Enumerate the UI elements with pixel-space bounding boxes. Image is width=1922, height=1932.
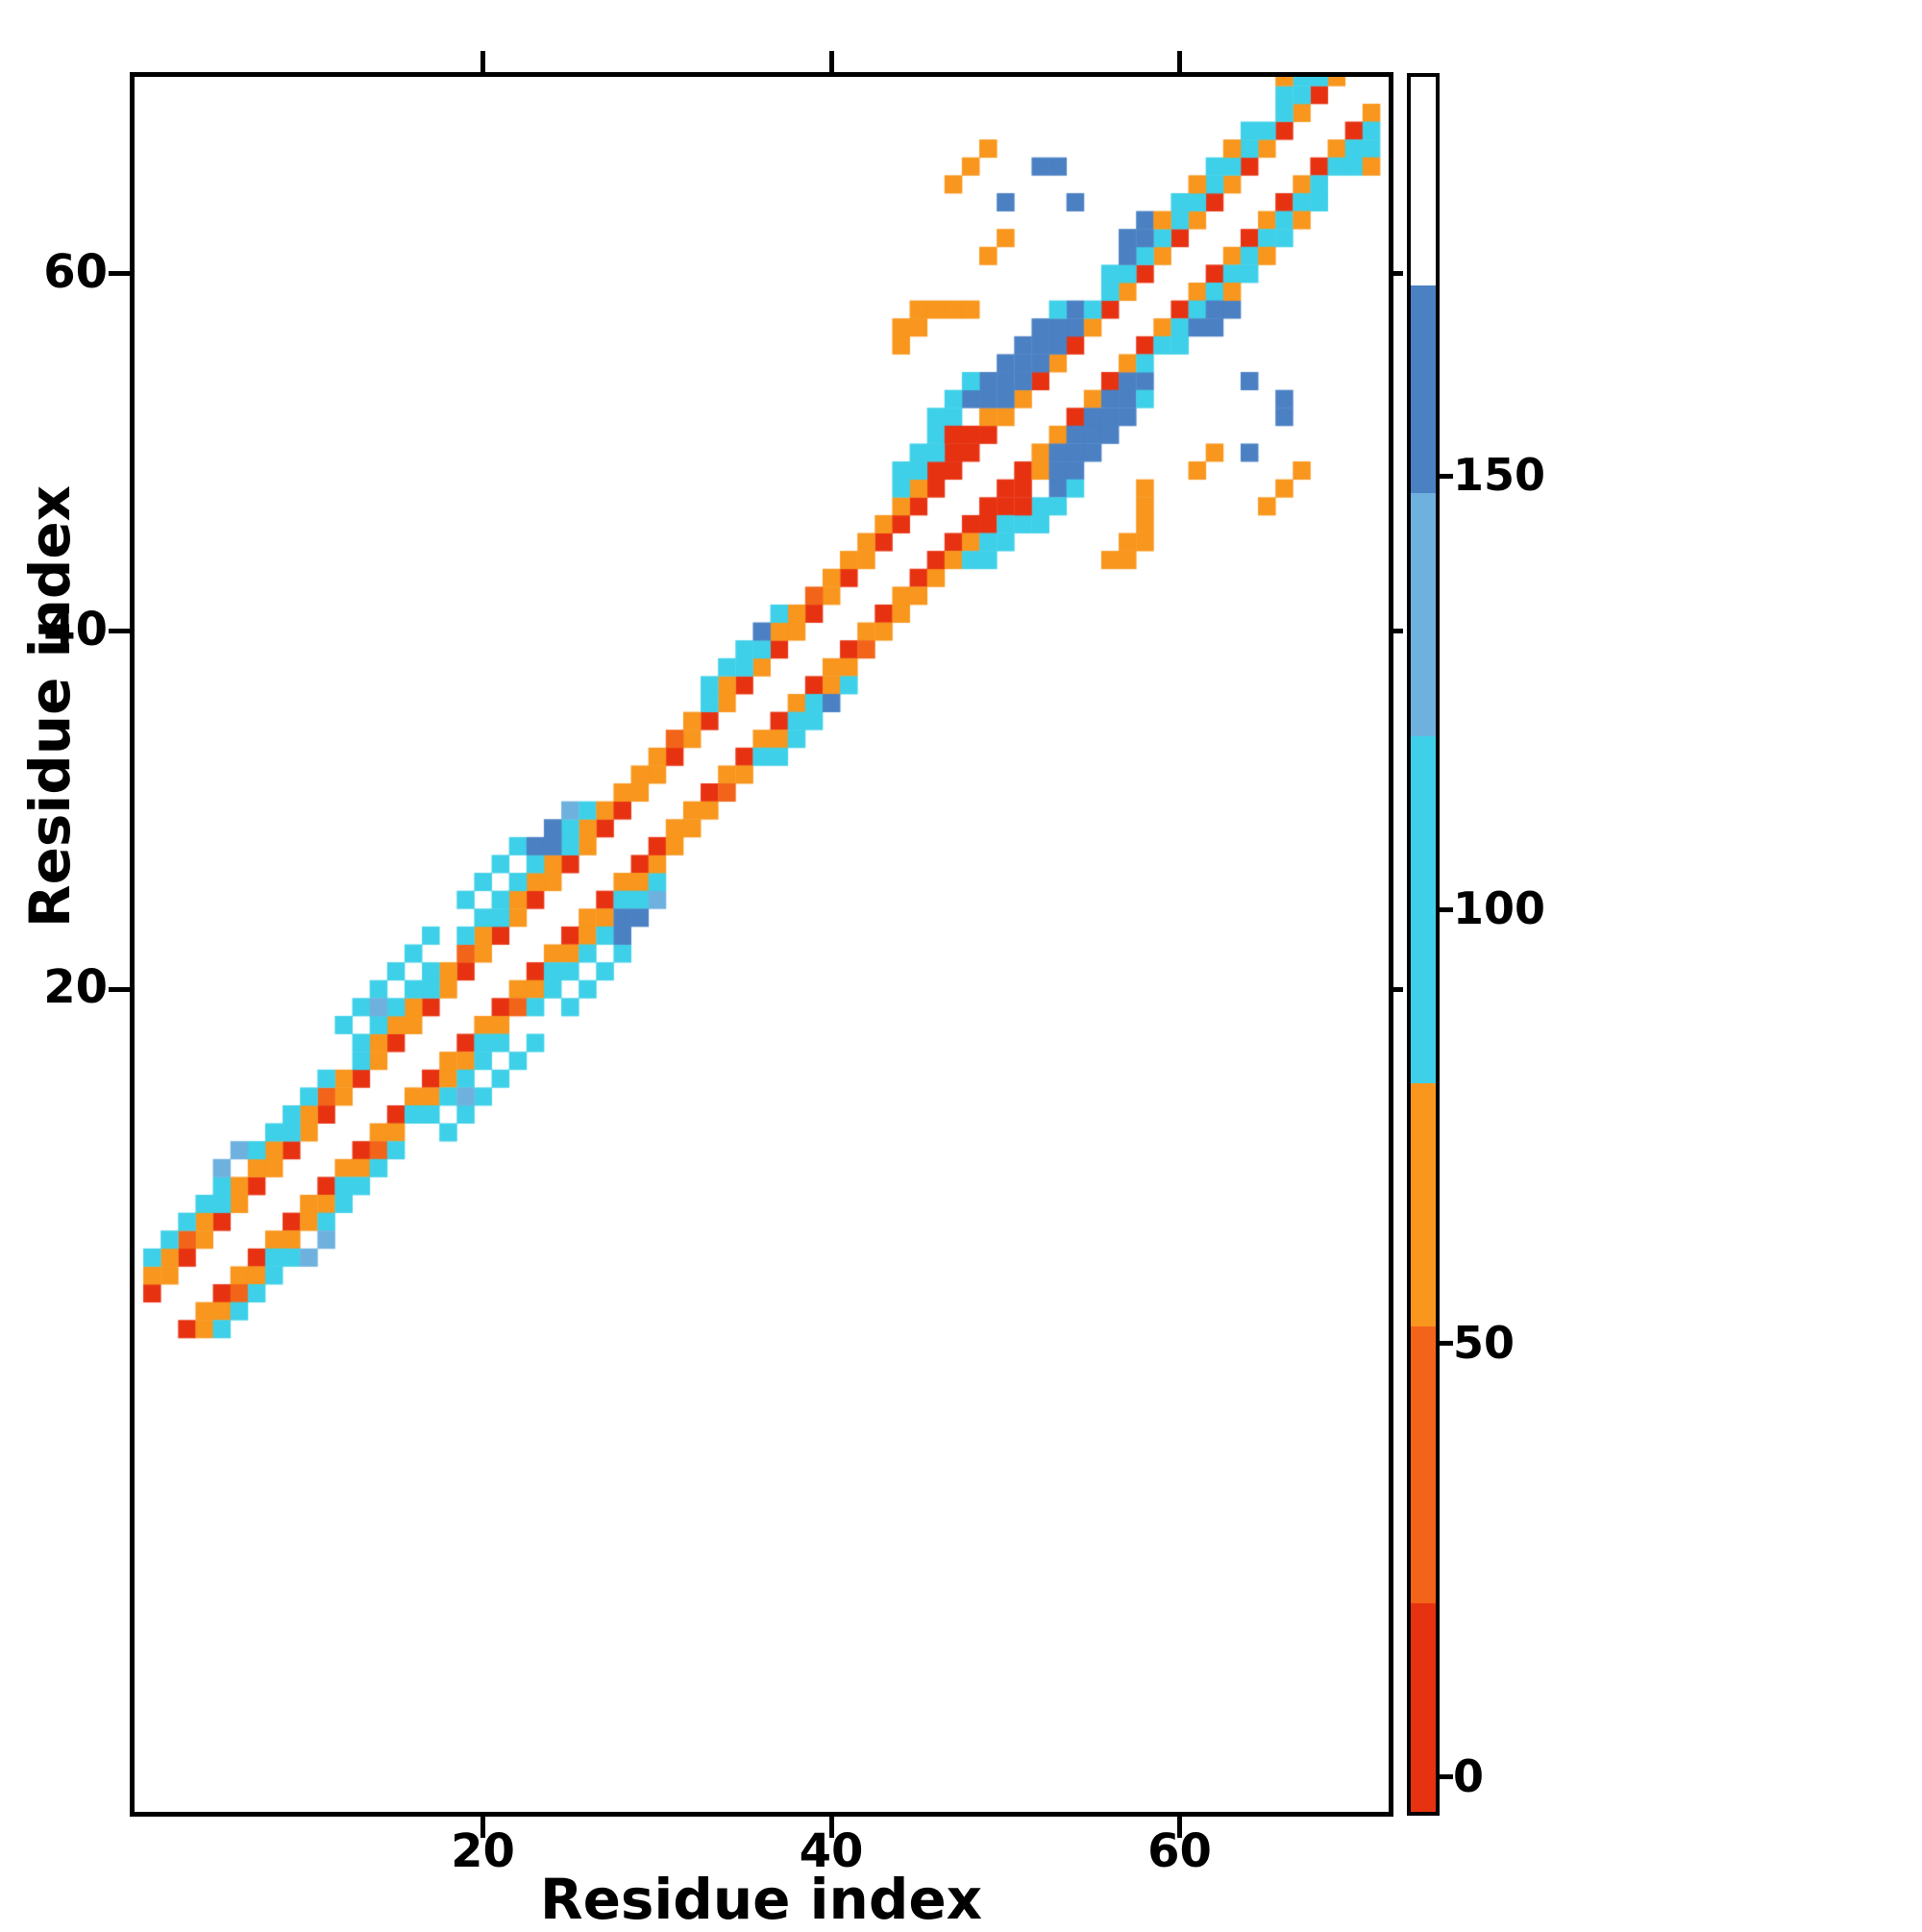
colorbar-tick xyxy=(1440,1341,1453,1347)
colorbar-tick-label: 50 xyxy=(1453,1316,1515,1369)
colorbar-tick-label: 150 xyxy=(1453,449,1546,502)
colorbar-tick xyxy=(1440,906,1453,912)
colorbar-band xyxy=(1411,735,1436,1083)
colorbar-band xyxy=(1411,77,1436,285)
x-axis-tick-top xyxy=(828,51,834,72)
y-axis-tick-right xyxy=(1393,986,1403,992)
x-axis-title: Residue index xyxy=(539,1867,983,1932)
y-axis-tick xyxy=(109,271,130,277)
x-axis-tick-label: 20 xyxy=(451,1824,515,1878)
plot-frame xyxy=(130,72,1393,1817)
y-axis-tick xyxy=(109,629,130,634)
x-axis-tick-top xyxy=(480,51,485,72)
x-axis-tick xyxy=(1177,1817,1182,1838)
colorbar-tick xyxy=(1440,1774,1453,1780)
colorbar-band xyxy=(1411,285,1436,494)
colorbar-tick-label: 100 xyxy=(1453,882,1546,935)
x-axis-tick-label: 60 xyxy=(1147,1824,1212,1878)
colorbar-tick-label: 0 xyxy=(1453,1749,1485,1802)
y-axis-tick xyxy=(109,986,130,992)
y-axis-tick-label: 20 xyxy=(43,960,108,1015)
colorbar-band xyxy=(1411,493,1436,736)
x-axis-tick-top xyxy=(1177,51,1182,72)
colorbar-band xyxy=(1411,1325,1436,1604)
y-axis-tick-right xyxy=(1393,629,1403,634)
y-axis-tick-right xyxy=(1393,271,1403,277)
x-axis-tick xyxy=(828,1817,834,1838)
y-axis-title: Residue index xyxy=(17,484,83,929)
x-axis-tick-label: 40 xyxy=(799,1824,864,1878)
y-axis-tick-label: 40 xyxy=(43,602,108,656)
colorbar-tick xyxy=(1440,473,1453,479)
y-axis-tick-label: 60 xyxy=(43,244,108,299)
heatmap-canvas xyxy=(135,77,1389,1812)
x-axis-tick xyxy=(480,1817,485,1838)
colorbar-band xyxy=(1411,1603,1436,1812)
colorbar-band xyxy=(1411,1082,1436,1326)
